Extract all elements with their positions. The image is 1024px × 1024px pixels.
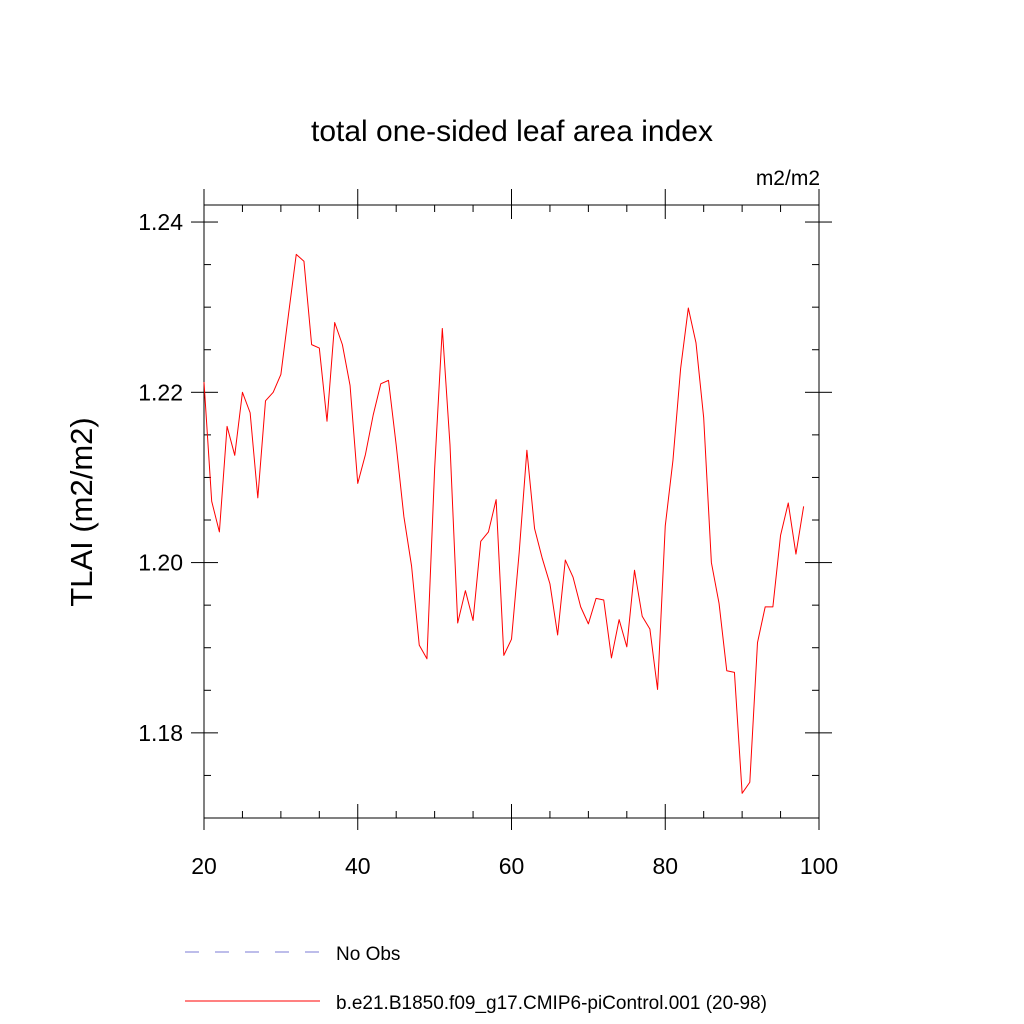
x-tick-label: 20	[191, 853, 217, 879]
series-layer	[203, 253, 805, 794]
y-tick-label: 1.18	[138, 720, 183, 746]
legend-model-label: b.e21.B1850.f09_g17.CMIP6-piControl.001 …	[336, 993, 767, 1014]
x-tick-label: 100	[800, 853, 838, 879]
y-axis-ticks: 1.18 1.20 1.22 1.24	[138, 209, 832, 776]
y-tick-label: 1.22	[138, 379, 183, 405]
x-tick-label: 60	[499, 853, 525, 879]
y-tick-label: 1.24	[138, 209, 183, 235]
series-line	[203, 253, 805, 794]
x-tick-label: 40	[345, 853, 371, 879]
y-axis-label: TLAI (m2/m2)	[64, 417, 99, 606]
units-label: m2/m2	[756, 167, 820, 190]
plot-frame	[203, 204, 820, 819]
x-axis-ticks: 20 40 60 80 100	[191, 189, 838, 879]
legend: No Obs b.e21.B1850.f09_g17.CMIP6-piContr…	[185, 944, 767, 1014]
legend-no-obs-label: No Obs	[336, 944, 400, 965]
chart-title: total one-sided leaf area index	[311, 115, 713, 148]
y-tick-label: 1.20	[138, 550, 183, 576]
x-tick-label: 80	[652, 853, 678, 879]
